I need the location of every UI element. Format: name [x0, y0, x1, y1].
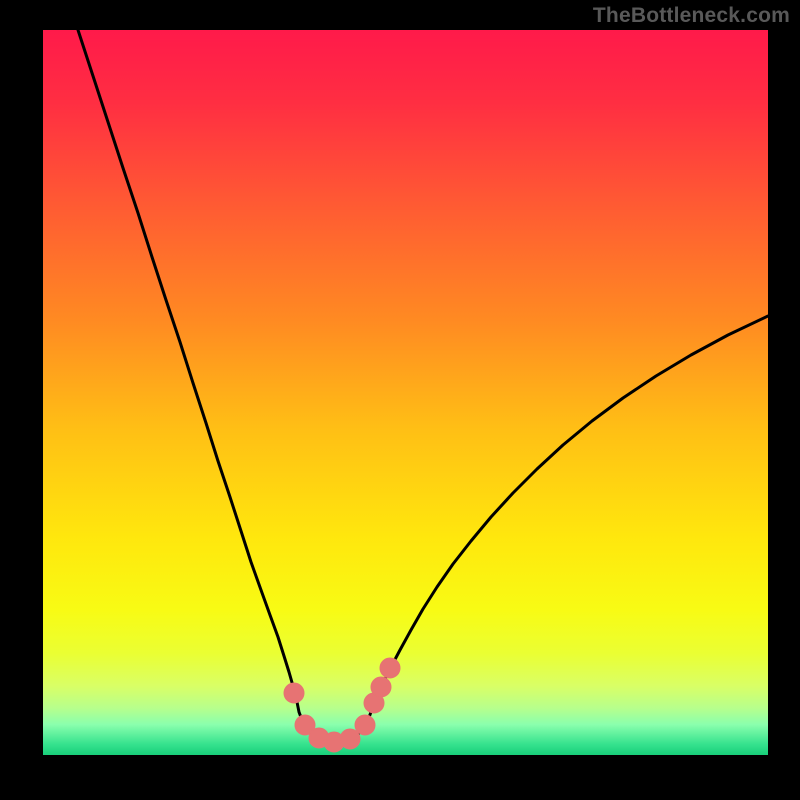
watermark-label: TheBottleneck.com: [593, 4, 790, 28]
plot-area: [43, 30, 768, 755]
marker-point: [380, 658, 400, 678]
marker-point: [284, 683, 304, 703]
marker-point: [371, 677, 391, 697]
chart-container: TheBottleneck.com: [0, 0, 800, 800]
marker-point: [340, 729, 360, 749]
marker-point: [355, 715, 375, 735]
bottleneck-chart: [0, 0, 800, 800]
